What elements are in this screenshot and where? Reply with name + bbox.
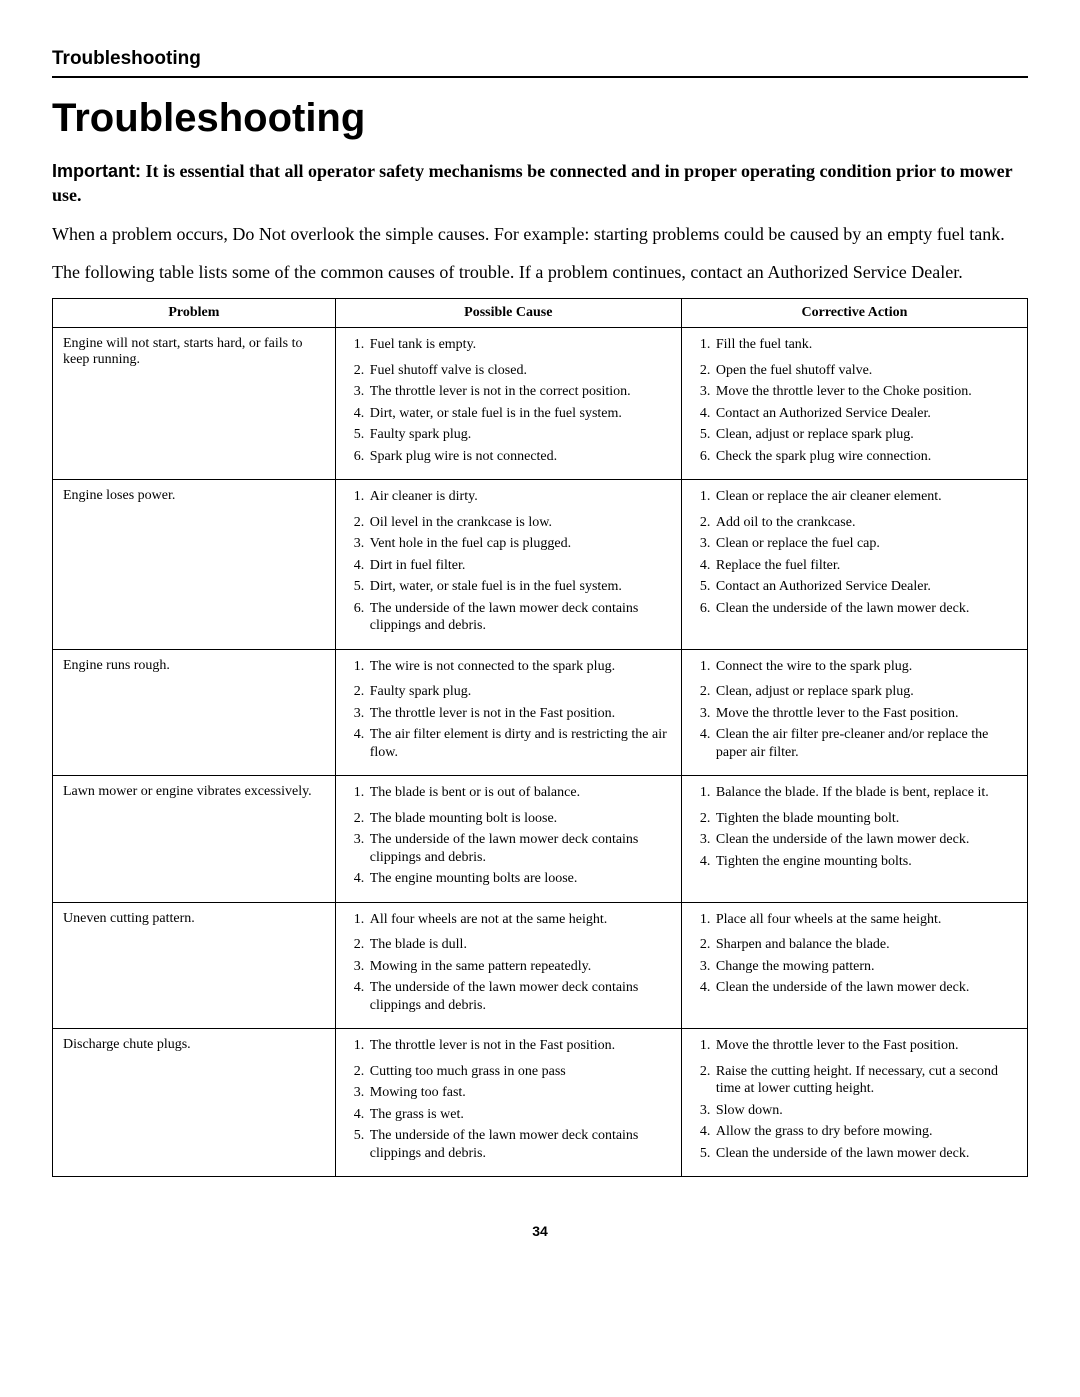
header-cause: Possible Cause	[335, 299, 681, 328]
action-item: Change the mowing pattern.	[714, 958, 1017, 976]
cause-item: The underside of the lawn mower deck con…	[368, 831, 671, 866]
cause-item: The throttle lever is not in the Fast po…	[368, 705, 671, 723]
action-cell: Connect the wire to the spark plug. Clean…	[681, 649, 1027, 776]
important-paragraph: Important: It is essential that all oper…	[52, 159, 1028, 208]
action-item: Clean the underside of the lawn mower de…	[714, 600, 1017, 618]
cause-item: The throttle lever is not in the Fast po…	[368, 1037, 671, 1055]
action-item: Clean, adjust or replace spark plug.	[714, 426, 1017, 444]
action-item: Check the spark plug wire connection.	[714, 448, 1017, 466]
page-title: Troubleshooting	[52, 96, 1028, 141]
cause-item: The underside of the lawn mower deck con…	[368, 1127, 671, 1162]
cause-cell: The blade is bent or is out of balance. T…	[335, 776, 681, 903]
running-header: Troubleshooting	[52, 48, 1028, 78]
action-item: Tighten the engine mounting bolts.	[714, 853, 1017, 871]
table-row: Lawn mower or engine vibrates excessivel…	[53, 776, 1028, 903]
action-item: Move the throttle lever to the Fast posi…	[714, 1037, 1017, 1055]
action-item: Slow down.	[714, 1102, 1017, 1120]
cause-item: The engine mounting bolts are loose.	[368, 870, 671, 888]
action-item: Place all four wheels at the same height…	[714, 911, 1017, 929]
action-item: Connect the wire to the spark plug.	[714, 658, 1017, 676]
cause-cell: The throttle lever is not in the Fast po…	[335, 1029, 681, 1177]
cause-cell: Air cleaner is dirty. Oil level in the cr…	[335, 480, 681, 650]
action-cell: Balance the blade. If the blade is bent,…	[681, 776, 1027, 903]
action-item: Clean the underside of the lawn mower de…	[714, 979, 1017, 997]
action-item: Contact an Authorized Service Dealer.	[714, 578, 1017, 596]
cause-item: Faulty spark plug.	[368, 426, 671, 444]
action-cell: Fill the fuel tank. Open the fuel shutoff…	[681, 328, 1027, 480]
cause-cell: All four wheels are not at the same heig…	[335, 902, 681, 1029]
cause-item: The underside of the lawn mower deck con…	[368, 979, 671, 1014]
intro-paragraph-2: The following table lists some of the co…	[52, 260, 1028, 284]
cause-item: The grass is wet.	[368, 1106, 671, 1124]
cause-item: Mowing too fast.	[368, 1084, 671, 1102]
table-row: Discharge chute plugs. The throttle lever…	[53, 1029, 1028, 1177]
problem-cell: Lawn mower or engine vibrates excessivel…	[53, 776, 336, 903]
cause-item: All four wheels are not at the same heig…	[368, 911, 671, 929]
table-row: Uneven cutting pattern. All four wheels a…	[53, 902, 1028, 1029]
problem-cell: Uneven cutting pattern.	[53, 902, 336, 1029]
cause-item: The blade mounting bolt is loose.	[368, 810, 671, 828]
problem-cell: Engine will not start, starts hard, or f…	[53, 328, 336, 480]
table-row: Engine will not start, starts hard, or f…	[53, 328, 1028, 480]
cause-cell: Fuel tank is empty. Fuel shutoff valve is…	[335, 328, 681, 480]
action-item: Fill the fuel tank.	[714, 336, 1017, 354]
page-number: 34	[52, 1223, 1028, 1239]
header-action: Corrective Action	[681, 299, 1027, 328]
action-item: Contact an Authorized Service Dealer.	[714, 405, 1017, 423]
cause-item: The air filter element is dirty and is r…	[368, 726, 671, 761]
action-item: Add oil to the crankcase.	[714, 514, 1017, 532]
action-cell: Move the throttle lever to the Fast posi…	[681, 1029, 1027, 1177]
cause-item: Cutting too much grass in one pass	[368, 1063, 671, 1081]
action-item: Balance the blade. If the blade is bent,…	[714, 784, 1017, 802]
problem-cell: Engine loses power.	[53, 480, 336, 650]
header-problem: Problem	[53, 299, 336, 328]
action-item: Move the throttle lever to the Fast posi…	[714, 705, 1017, 723]
troubleshooting-table: Problem Possible Cause Corrective Action…	[52, 298, 1028, 1177]
action-item: Open the fuel shutoff valve.	[714, 362, 1017, 380]
action-item: Clean the air filter pre-cleaner and/or …	[714, 726, 1017, 761]
action-item: Clean, adjust or replace spark plug.	[714, 683, 1017, 701]
cause-item: The throttle lever is not in the correct…	[368, 383, 671, 401]
cause-item: The blade is bent or is out of balance.	[368, 784, 671, 802]
action-item: Tighten the blade mounting bolt.	[714, 810, 1017, 828]
action-item: Clean or replace the air cleaner element…	[714, 488, 1017, 506]
cause-item: Fuel tank is empty.	[368, 336, 671, 354]
action-item: Move the throttle lever to the Choke pos…	[714, 383, 1017, 401]
action-item: Clean or replace the fuel cap.	[714, 535, 1017, 553]
table-row: Engine runs rough. The wire is not connec…	[53, 649, 1028, 776]
table-header-row: Problem Possible Cause Corrective Action	[53, 299, 1028, 328]
cause-item: Faulty spark plug.	[368, 683, 671, 701]
action-cell: Place all four wheels at the same height…	[681, 902, 1027, 1029]
important-text: It is essential that all operator safety…	[52, 161, 1012, 205]
cause-item: The underside of the lawn mower deck con…	[368, 600, 671, 635]
intro-paragraph-1: When a problem occurs, Do Not overlook t…	[52, 222, 1028, 246]
action-item: Sharpen and balance the blade.	[714, 936, 1017, 954]
cause-item: Air cleaner is dirty.	[368, 488, 671, 506]
action-item: Clean the underside of the lawn mower de…	[714, 1145, 1017, 1163]
action-item: Raise the cutting height. If necessary, …	[714, 1063, 1017, 1098]
cause-item: Fuel shutoff valve is closed.	[368, 362, 671, 380]
cause-item: Spark plug wire is not connected.	[368, 448, 671, 466]
cause-item: Dirt in fuel filter.	[368, 557, 671, 575]
problem-cell: Engine runs rough.	[53, 649, 336, 776]
cause-item: The wire is not connected to the spark p…	[368, 658, 671, 676]
action-item: Replace the fuel filter.	[714, 557, 1017, 575]
cause-item: Oil level in the crankcase is low.	[368, 514, 671, 532]
important-label: Important:	[52, 161, 141, 181]
cause-item: Mowing in the same pattern repeatedly.	[368, 958, 671, 976]
action-item: Clean the underside of the lawn mower de…	[714, 831, 1017, 849]
cause-item: Dirt, water, or stale fuel is in the fue…	[368, 405, 671, 423]
cause-cell: The wire is not connected to the spark p…	[335, 649, 681, 776]
cause-item: The blade is dull.	[368, 936, 671, 954]
action-cell: Clean or replace the air cleaner element…	[681, 480, 1027, 650]
cause-item: Vent hole in the fuel cap is plugged.	[368, 535, 671, 553]
problem-cell: Discharge chute plugs.	[53, 1029, 336, 1177]
table-row: Engine loses power.Air cleaner is dirty.…	[53, 480, 1028, 650]
action-item: Allow the grass to dry before mowing.	[714, 1123, 1017, 1141]
cause-item: Dirt, water, or stale fuel is in the fue…	[368, 578, 671, 596]
